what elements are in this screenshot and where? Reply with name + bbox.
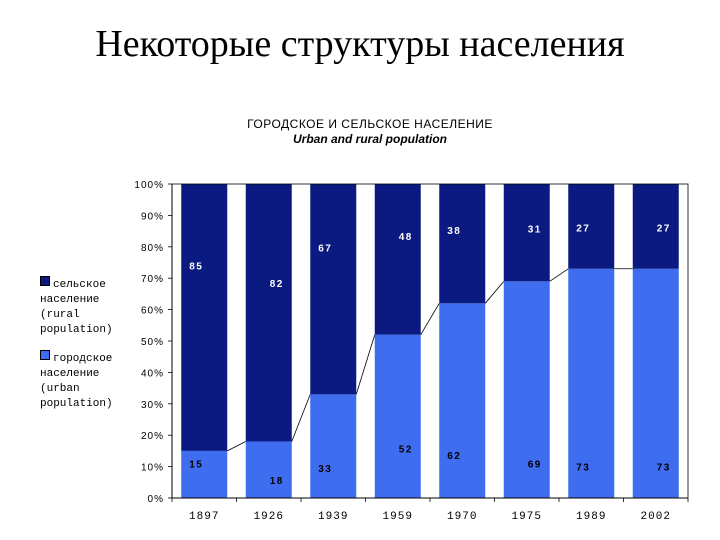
connector-line: [291, 394, 311, 442]
data-label-rural: 38: [447, 226, 461, 237]
data-label-rural: 27: [576, 223, 590, 234]
bar-urban-1989: [568, 268, 615, 498]
bar-urban-2002: [632, 268, 679, 498]
x-tick-label: 1989: [576, 511, 606, 523]
connector-line: [549, 268, 569, 282]
bar-urban-1939: [310, 394, 357, 498]
x-tick-label: 1897: [189, 511, 219, 523]
bar-rural-1975: [503, 184, 550, 282]
y-tick-label: 100%: [134, 180, 164, 191]
y-tick-label: 70%: [141, 274, 164, 285]
legend-swatch-rural: [40, 276, 50, 286]
chart-subtitle: Urban and rural population: [292, 132, 447, 146]
y-tick-label: 40%: [141, 368, 164, 379]
data-label-urban: 62: [447, 451, 461, 462]
connector-line: [484, 281, 505, 304]
bar-rural-1989: [568, 184, 615, 269]
data-label-rural: 31: [528, 225, 542, 236]
data-label-urban: 15: [189, 459, 203, 470]
y-tick-label: 90%: [141, 211, 164, 222]
y-tick-label: 30%: [141, 400, 164, 411]
bar-rural-2002: [632, 184, 679, 269]
data-label-urban: 69: [528, 460, 542, 471]
legend-item-urban: городское население (urban population): [40, 350, 113, 412]
data-label-rural: 82: [270, 279, 284, 290]
data-label-rural: 85: [189, 261, 203, 272]
connector-line: [227, 441, 246, 452]
bar-rural-1939: [310, 184, 357, 395]
bar-rural-1970: [439, 184, 486, 304]
bar-rural-1897: [181, 184, 228, 451]
data-label-urban: 18: [270, 476, 284, 487]
chart-title-block: ГОРОДСКОЕ И СЕЛЬСКОЕ НАСЕЛЕНИЕ Urban and…: [190, 117, 550, 147]
legend-swatch-urban: [40, 350, 50, 360]
series-connector-lines: [227, 268, 633, 452]
x-tick-label: 1970: [447, 511, 477, 523]
x-tick-label: 2002: [641, 511, 671, 523]
data-label-urban: 52: [399, 444, 413, 455]
y-tick-label: 50%: [141, 337, 164, 348]
x-tick-label: 1975: [512, 511, 542, 523]
data-label-urban: 73: [657, 462, 671, 473]
x-tick-label: 1926: [254, 511, 284, 523]
bar-urban-1970: [439, 303, 486, 498]
data-label-urban: 73: [576, 462, 590, 473]
bar-urban-1897: [181, 450, 228, 498]
bar-rural-1926: [245, 184, 292, 442]
x-tick-label: 1939: [318, 511, 348, 523]
chart-title: ГОРОДСКОЕ И СЕЛЬСКОЕ НАСЕЛЕНИЕ: [247, 117, 493, 131]
connector-line: [355, 334, 376, 395]
bars-group: [181, 184, 679, 498]
legend-label-urban: городское население (urban population): [40, 353, 113, 410]
data-labels-group: 15 85 18 82 33 67 52 48 62 38 69 31 73 27 73 27: [189, 223, 671, 487]
axes-group: 0% 10% 20% 30% 40% 50% 60% 70% 80% 90% 100% 1897 192…: [134, 180, 689, 523]
y-tick-label: 10%: [141, 463, 164, 474]
bar-rural-1959: [374, 184, 421, 335]
data-label-urban: 33: [318, 464, 332, 475]
connector-line: [420, 303, 440, 335]
data-label-rural: 48: [399, 232, 413, 243]
y-tick-label: 20%: [141, 431, 164, 442]
x-tick-label: 1959: [383, 511, 413, 523]
y-tick-label: 80%: [141, 243, 164, 254]
data-label-rural: 67: [318, 243, 332, 254]
legend-item-rural: сельское население (rural population): [40, 276, 113, 338]
bar-urban-1959: [374, 334, 421, 498]
legend-label-rural: сельское население (rural population): [40, 279, 113, 336]
data-label-rural: 27: [657, 223, 671, 234]
y-tick-label: 0%: [148, 494, 164, 505]
slide-title: Некоторые структуры населения: [95, 23, 625, 65]
y-tick-label: 60%: [141, 306, 164, 317]
bar-urban-1926: [245, 441, 292, 498]
bar-urban-1975: [503, 281, 550, 498]
